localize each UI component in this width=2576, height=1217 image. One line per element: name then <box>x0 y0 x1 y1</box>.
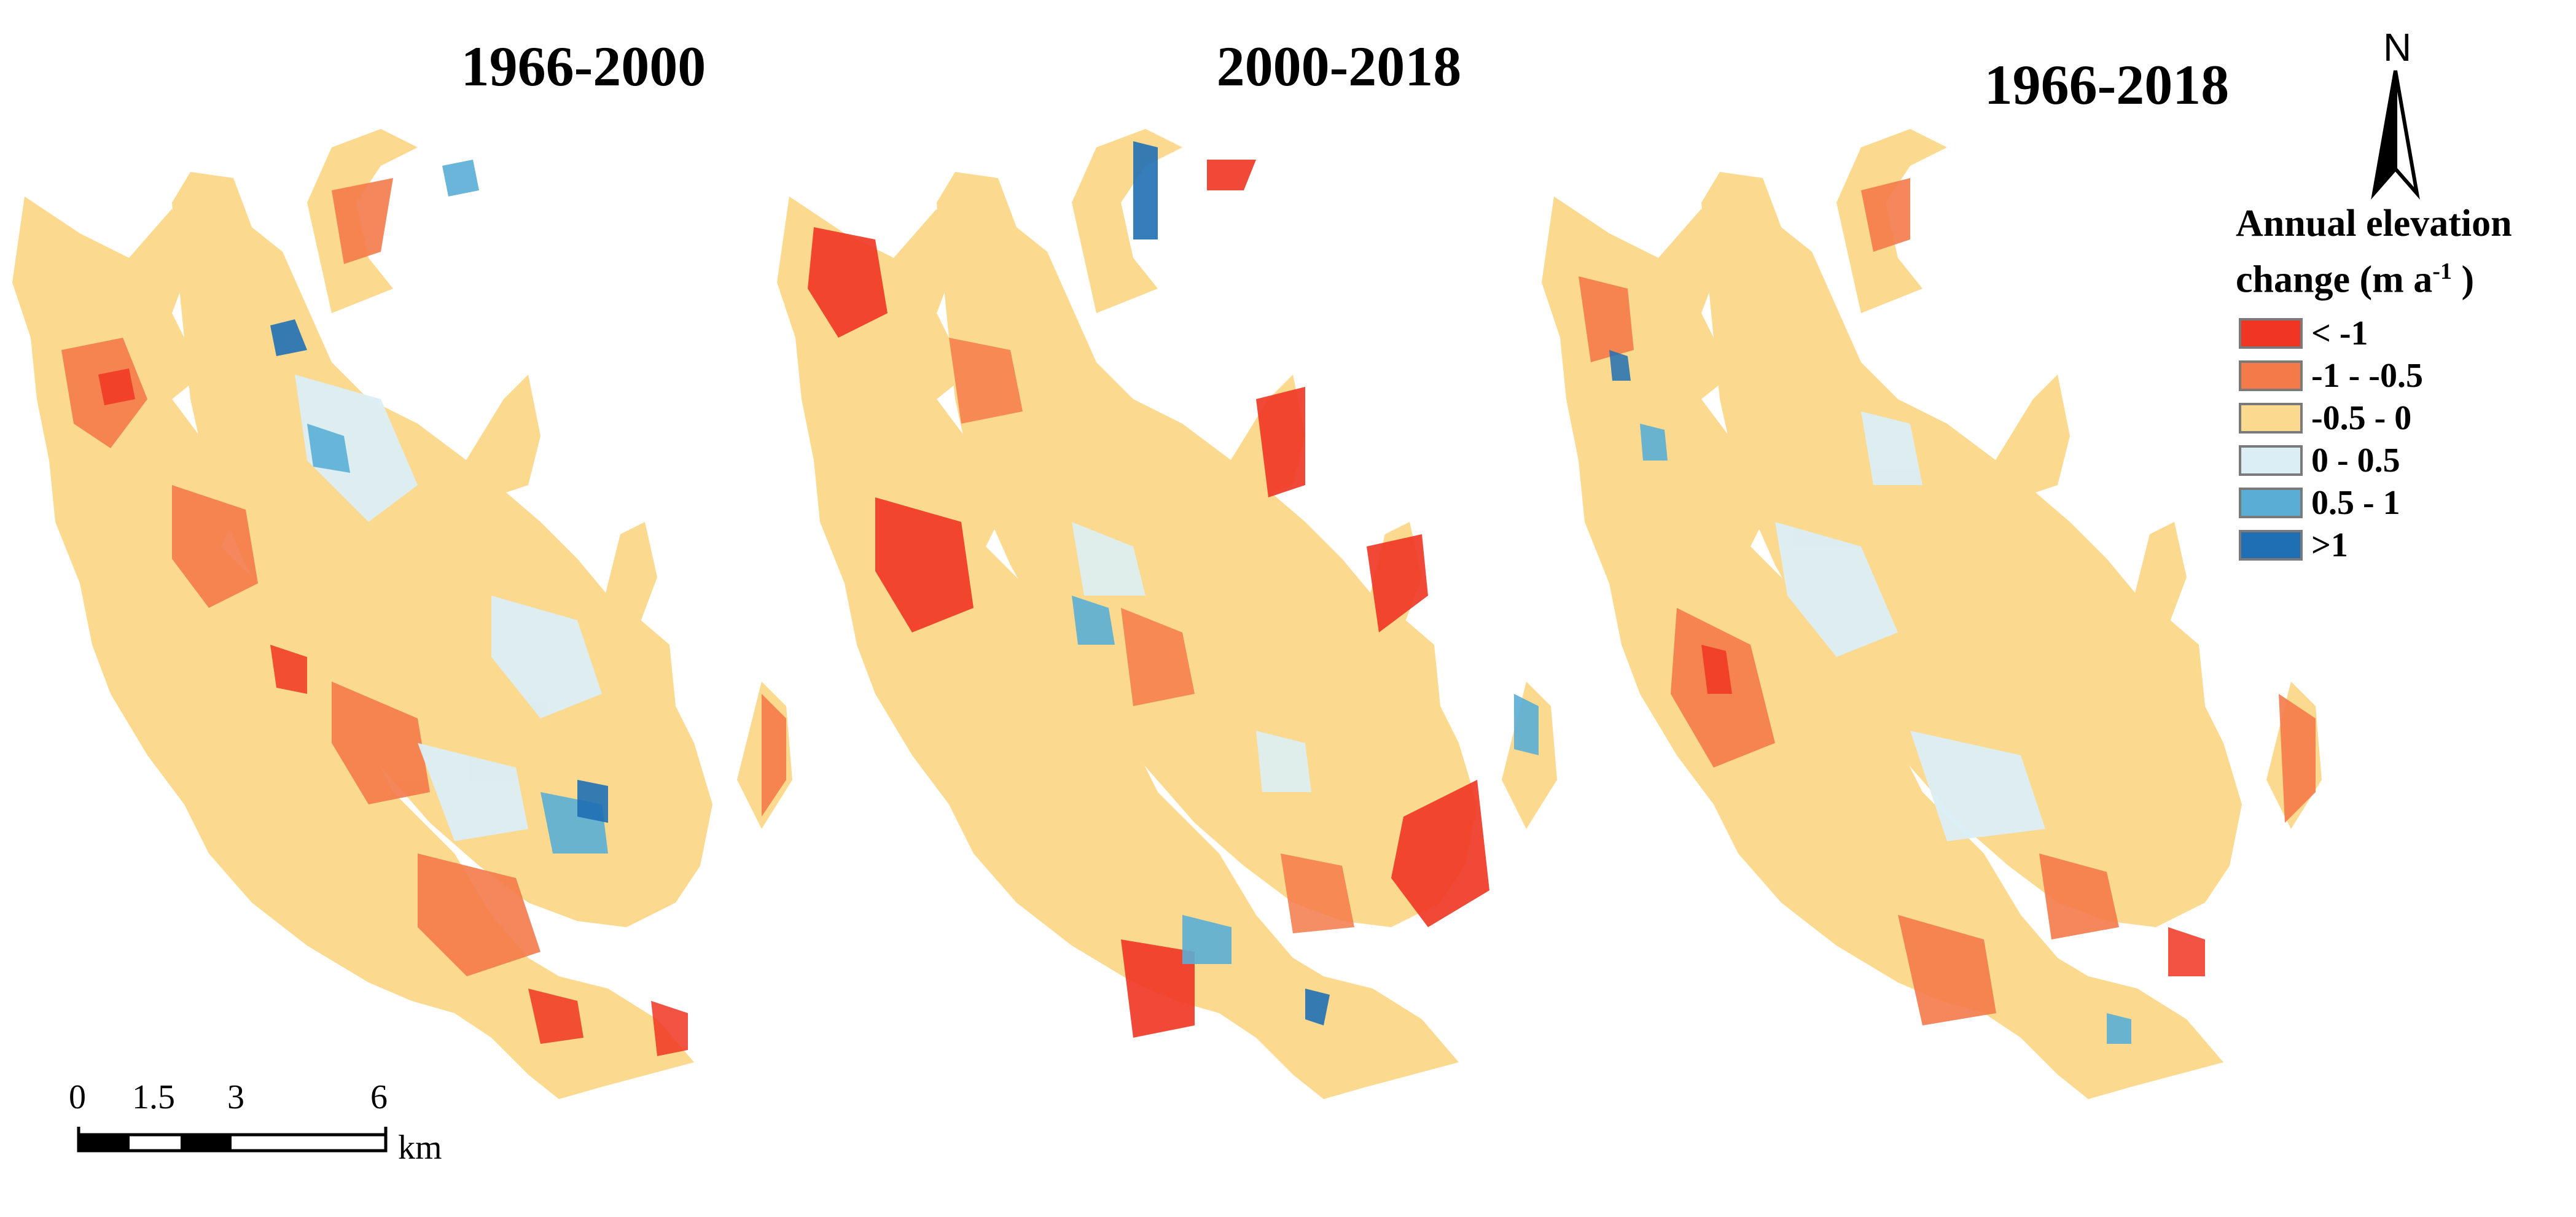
map-2000-2018 <box>777 129 1557 1099</box>
legend-label: 0.5 - 1 <box>2311 484 2400 523</box>
legend-item: >1 <box>2236 524 2567 567</box>
scale-bar-graphic <box>77 1127 388 1153</box>
scale-tick-label: 3 <box>227 1078 244 1116</box>
scale-tick-label: 0 <box>69 1078 86 1116</box>
legend-label: < -1 <box>2311 314 2368 353</box>
scale-tick-label: 1.5 <box>132 1078 175 1116</box>
panel-title-1966-2000: 1966-2000 <box>461 35 706 98</box>
legend-swatch <box>2239 488 2303 519</box>
legend-label: -0.5 - 0 <box>2311 399 2412 438</box>
legend-item: 0 - 0.5 <box>2236 440 2567 482</box>
legend-label: 0 - 0.5 <box>2311 441 2400 480</box>
panel-title-2000-2018: 2000-2018 <box>1216 35 1462 98</box>
map-1966-2000 <box>12 129 792 1099</box>
scale-unit-label: km <box>398 1129 442 1167</box>
north-arrow-icon <box>2371 70 2420 200</box>
legend-label: >1 <box>2311 526 2348 565</box>
map-1966-2018 <box>1542 129 2322 1099</box>
legend-swatch <box>2239 445 2303 476</box>
legend-swatch <box>2239 530 2303 561</box>
legend-item: -0.5 - 0 <box>2236 397 2567 440</box>
north-arrow-label: N <box>2383 25 2412 69</box>
panel-title-1966-2018: 1966-2018 <box>1984 53 2230 116</box>
legend-item: < -1 <box>2236 313 2567 355</box>
scale-tick-label: 6 <box>370 1078 388 1116</box>
legend-item: 0.5 - 1 <box>2236 482 2567 524</box>
legend: Annual elevation change (m a-1 ) < -1 -1 … <box>2236 200 2567 567</box>
legend-label: -1 - -0.5 <box>2311 357 2423 395</box>
scale-bar: 0 1.5 3 6 km <box>69 1078 504 1200</box>
legend-swatch <box>2239 318 2303 349</box>
legend-item: -1 - -0.5 <box>2236 355 2567 397</box>
legend-title: Annual elevation change (m a-1 ) <box>2236 203 2512 301</box>
legend-swatch <box>2239 360 2303 392</box>
legend-swatch <box>2239 403 2303 434</box>
